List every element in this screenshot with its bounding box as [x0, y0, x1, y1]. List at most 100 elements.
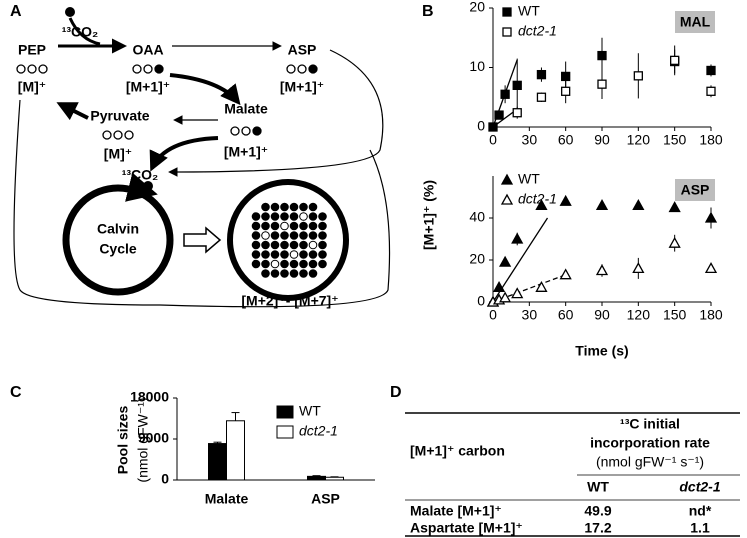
carbon [113, 130, 123, 140]
carbon [299, 202, 308, 212]
diagram-label: [M+2]⁺- [M+7]⁺ [241, 293, 338, 309]
point [499, 255, 512, 267]
carbon [308, 212, 318, 221]
carbon [251, 259, 261, 269]
point [632, 262, 645, 274]
x-tick-label: 180 [699, 307, 723, 323]
carbon [299, 250, 308, 259]
diagram-label: ASP [288, 42, 317, 58]
diagram-label: ¹³CO₂ [62, 24, 99, 40]
carbon [280, 250, 289, 259]
carbon [270, 269, 280, 278]
y-tick-label: 9000 [138, 430, 169, 446]
x-tick-label: Malate [205, 491, 249, 507]
carbon [252, 126, 262, 136]
carbon [102, 130, 112, 140]
carbon [261, 250, 270, 259]
carbon [280, 202, 289, 212]
carbon [308, 221, 318, 231]
diagram-label: [M]⁺ [104, 146, 132, 162]
point [706, 65, 716, 76]
table-cell: nd* [689, 503, 712, 519]
carbon [308, 240, 318, 250]
point [633, 71, 643, 81]
legend-swatch [276, 405, 294, 419]
point [492, 280, 506, 292]
diagram-label: PEP [18, 42, 46, 58]
carbon [261, 259, 270, 269]
x-tick-label: 120 [627, 132, 651, 148]
y-tick-label: 0 [477, 118, 485, 134]
point [595, 264, 609, 276]
x-tick-label: 60 [558, 307, 574, 323]
x-tick-label: 0 [489, 132, 497, 148]
x-tick-label: 90 [594, 132, 610, 148]
carbon [16, 64, 26, 74]
chart-label: ASP [681, 182, 710, 198]
table-cell: 17.2 [584, 520, 611, 536]
point [559, 194, 572, 206]
x-tick-label: 30 [522, 307, 538, 323]
carbon [318, 212, 327, 221]
carbon [270, 231, 280, 240]
legend-label: WT [299, 403, 321, 419]
table-title: incorporation rate [590, 435, 710, 451]
carbon [318, 250, 327, 259]
carbon [230, 126, 240, 136]
carbon [261, 231, 270, 240]
carbon [297, 64, 307, 74]
diagram-label: Calvin [97, 221, 139, 237]
carbon [308, 64, 318, 74]
x-tick-label: 60 [558, 132, 574, 148]
carbon [280, 259, 289, 269]
point [668, 236, 681, 248]
table-col-header: dct2-1 [679, 479, 720, 495]
point [500, 193, 514, 205]
carbon [124, 130, 134, 140]
point [670, 55, 680, 66]
carbon [286, 64, 296, 74]
point [706, 86, 716, 96]
legend-label: WT [518, 3, 540, 19]
carbon [261, 269, 270, 278]
y-tick-label: 0 [161, 471, 169, 487]
carbon [280, 269, 289, 278]
diagram-lines [13, 17, 391, 308]
diagram-dots [16, 7, 327, 278]
diagram-label: Pyruvate [90, 108, 149, 124]
x-tick-label: 150 [663, 307, 687, 323]
carbon [270, 212, 280, 221]
carbon [280, 221, 289, 231]
point [561, 86, 571, 96]
carbon [289, 269, 299, 278]
table-cell: 1.1 [690, 520, 710, 536]
diagram-label: Cycle [99, 241, 137, 257]
panel-label: C [10, 384, 22, 401]
legend-swatch [276, 425, 294, 439]
carbon [270, 250, 280, 259]
bar [325, 476, 344, 481]
carbon [289, 250, 299, 259]
carbon [270, 259, 280, 269]
point [632, 199, 645, 211]
y-tick-label: 40 [469, 209, 485, 225]
point [561, 71, 571, 82]
table-rules [405, 412, 740, 537]
diagram-label: Malate [224, 101, 268, 117]
carbon [270, 221, 280, 231]
point [559, 268, 572, 280]
table-cell: Malate [M+1]⁺ [410, 503, 502, 519]
point [494, 110, 504, 120]
y-tick-label: 18000 [130, 389, 169, 405]
x-tick-label: 0 [489, 307, 497, 323]
diagram-label: [M+1]⁺ [224, 144, 268, 160]
point [536, 92, 547, 102]
point [511, 232, 524, 244]
carbon [280, 212, 289, 221]
panel-label: D [390, 384, 402, 401]
point [536, 69, 547, 80]
carbon [299, 231, 308, 240]
carbon [289, 259, 299, 269]
diagram-label: ¹³CO₂ [122, 167, 159, 183]
